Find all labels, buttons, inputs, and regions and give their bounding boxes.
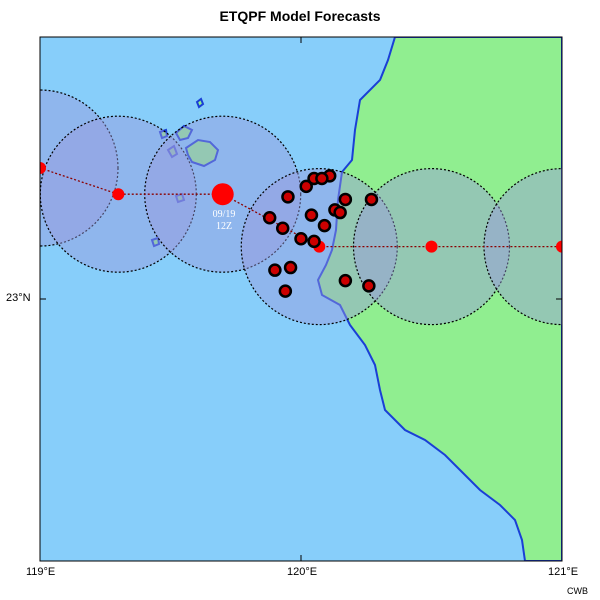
ensemble-member-0	[281, 190, 295, 204]
ensemble-member-14	[307, 234, 321, 249]
ensemble-member-4	[315, 171, 329, 186]
track-label-date: 09/19	[213, 209, 236, 220]
ensemble-member-16	[283, 260, 298, 275]
x-tick-label-121: 121°E	[548, 566, 579, 578]
ensemble-member-17	[278, 284, 293, 298]
ensemble-member-18	[338, 273, 353, 288]
ensemble-member-19	[362, 279, 376, 293]
map-title: ETQPF Model Forecasts	[219, 8, 381, 24]
track-point-0	[40, 162, 46, 174]
current-center-marker	[211, 183, 234, 206]
credit-label: CWB	[567, 586, 588, 596]
ensemble-member-9	[304, 208, 319, 222]
taiwan-landmass	[316, 37, 562, 561]
tick-marks	[39, 37, 563, 561]
ensemble-member-6	[338, 192, 353, 207]
ensemble-members	[262, 169, 379, 298]
x-tick-label-119: 119°E	[26, 566, 56, 578]
ensemble-member-10	[262, 211, 277, 225]
track-point-5	[556, 240, 562, 253]
ensemble-member-15	[268, 263, 282, 277]
track-point-1	[112, 188, 125, 201]
y-tick-label-23n: 23°N	[6, 292, 31, 304]
ensemble-member-1	[299, 179, 313, 194]
ensemble-member-13	[294, 231, 308, 246]
x-tick-label-120: 120°E	[287, 566, 318, 578]
ensemble-member-11	[275, 221, 290, 236]
ensemble-member-5	[364, 192, 379, 207]
uncertainty-circle-0	[40, 89, 119, 247]
ensemble-member-8	[333, 205, 347, 220]
track-label-time: 12Z	[216, 221, 232, 232]
track-point-4	[425, 240, 438, 253]
ensemble-member-12	[317, 218, 332, 233]
